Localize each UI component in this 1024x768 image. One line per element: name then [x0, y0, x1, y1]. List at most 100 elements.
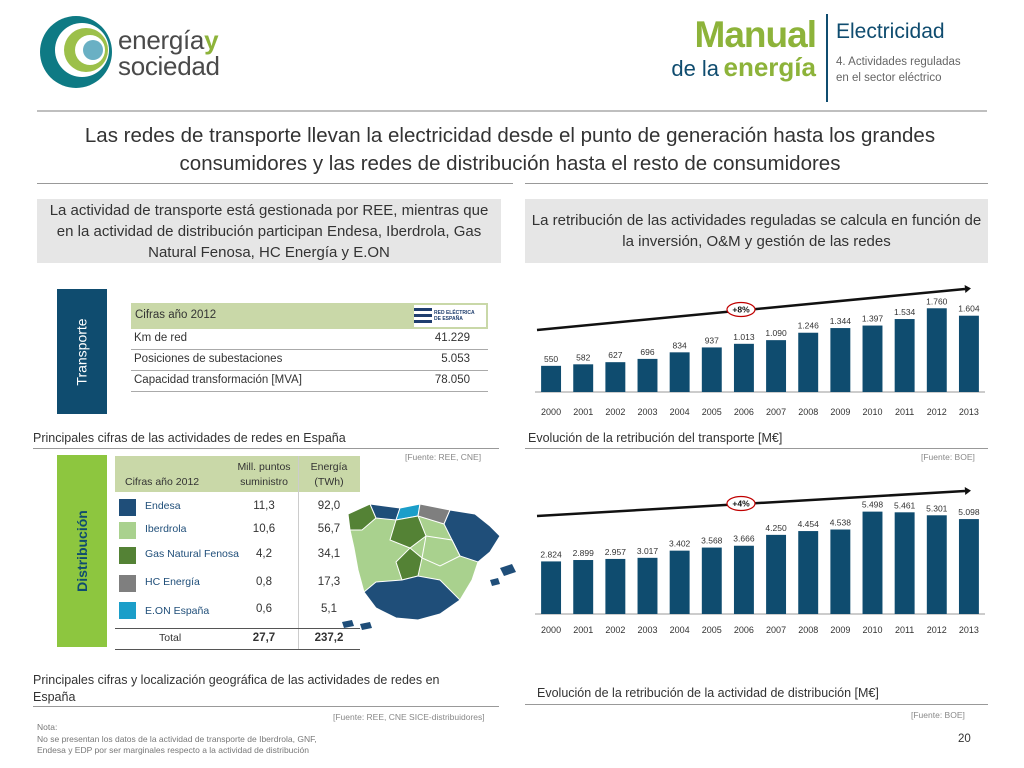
chart-tick-label: 2007	[766, 625, 786, 635]
chart-bar	[541, 561, 562, 614]
transport-row-label: Km de red	[134, 332, 188, 344]
chart-tick-label: 2013	[959, 407, 979, 417]
chart-bar	[894, 319, 915, 392]
distribution-source: [Fuente: REE, CNE SICE-distribuidores]	[333, 712, 485, 722]
manual-energia-word: energía	[723, 52, 817, 82]
distribution-col2-header-a: Energía	[310, 461, 348, 473]
chart-tick-label: 2011	[895, 625, 914, 635]
chart-tick-label: 2003	[637, 625, 657, 635]
chart-tick-label: 2012	[927, 625, 947, 635]
transport-caption-underline	[33, 448, 499, 449]
chart-bar	[766, 534, 787, 614]
growth-label: +8%	[732, 305, 750, 315]
distribution-caption-line1: Principales cifras y localización geográ…	[33, 673, 440, 687]
title-underline-left	[37, 183, 513, 184]
chart-value-label: 5.301	[926, 503, 948, 513]
transport-table: Cifras año 2012 RED ELÉCTRICA DE ESPAÑA …	[131, 303, 488, 392]
chart-value-label: 1.397	[862, 314, 884, 324]
distribution-table: Cifras año 2012 Mill. puntos suministro …	[115, 456, 360, 650]
distributor-name: HC Energía	[145, 576, 200, 588]
chart-tick-label: 2008	[798, 407, 818, 417]
chart-bar	[830, 328, 851, 392]
chart-tick-label: 2000	[541, 407, 561, 417]
chart-tick-label: 2007	[766, 407, 786, 417]
transport-table-row: Km de red 41.229	[131, 329, 488, 350]
footnote-line2: No se presentan los datos de la activida…	[37, 733, 317, 744]
chart-value-label: 1.534	[894, 307, 916, 317]
distributor-points: 4,2	[256, 548, 272, 560]
chart-tick-label: 2010	[862, 407, 882, 417]
chart-tick-label: 2005	[702, 625, 722, 635]
section-title: Electricidad	[836, 20, 945, 43]
chart-bar	[766, 340, 787, 392]
chart-tick-label: 2003	[637, 407, 657, 417]
chart-bar	[798, 332, 819, 392]
chart-value-label: 4.538	[830, 517, 852, 527]
transport-row-value: 78.050	[434, 374, 470, 386]
distribution-row-endesa: Endesa 11,3 92,0	[115, 498, 360, 518]
chart-bar	[958, 519, 979, 614]
remuneration-summary-box: La retribución de las actividades regula…	[525, 199, 988, 263]
transport-chart-title: Evolución de la retribución del transpor…	[528, 431, 783, 445]
transport-table-row: Capacidad transformación [MVA] 78.050	[131, 371, 488, 392]
distribution-chart-title: Evolución de la retribución de la activi…	[537, 686, 879, 700]
distribution-total-row: Total 27,7 237,2	[115, 628, 360, 650]
chart-value-label: 1.344	[830, 316, 852, 326]
chart-tick-label: 2001	[573, 625, 593, 635]
chart-value-label: 3.666	[733, 534, 755, 544]
chart-bar	[541, 365, 562, 392]
chart-value-label: 582	[576, 352, 590, 362]
distribution-col-divider	[298, 456, 299, 650]
chart-tick-label: 2011	[895, 407, 914, 417]
transport-chart-title-underline	[525, 448, 988, 449]
distribution-chart-title-underline	[525, 704, 988, 705]
chart-tick-label: 2008	[798, 625, 818, 635]
spain-map-icon	[342, 503, 516, 630]
manual-energia-logo: Manual de la energía	[671, 16, 820, 86]
growth-badge	[726, 301, 756, 318]
distribution-chart-svg: 2.824 2000 2.899 2001 2.957 2002 3.017 2003 3.40…	[535, 487, 985, 635]
distribution-header-label: Cifras año 2012	[125, 476, 200, 488]
subsection-line1: 4. Actividades reguladas	[836, 56, 961, 68]
remuneration-summary-text: La retribución de las actividades regula…	[531, 212, 982, 250]
growth-badge	[726, 495, 756, 512]
chart-tick-label: 2012	[927, 407, 947, 417]
chart-bar	[605, 558, 626, 614]
distributor-name: E.ON España	[145, 605, 210, 617]
chart-bar	[637, 557, 658, 614]
transport-row-value: 41.229	[434, 332, 470, 344]
ree-logo: RED ELÉCTRICA DE ESPAÑA	[414, 305, 486, 327]
chart-tick-label: 2009	[830, 407, 850, 417]
distribution-row-eon-espana: E.ON España 0,6 5,1	[115, 601, 360, 621]
header-separator	[37, 110, 987, 112]
distribution-chart: 2.824 2000 2.899 2001 2.957 2002 3.017 2003 3.40…	[527, 486, 989, 640]
chart-value-label: 4.250	[765, 523, 787, 533]
chart-bar	[862, 511, 883, 614]
total-energy: 237,2	[314, 632, 344, 644]
total-points: 27,7	[252, 632, 276, 644]
page-number: 20	[958, 733, 971, 745]
distributor-points: 0,6	[256, 603, 272, 615]
transport-caption: Principales cifras de las actividades de…	[33, 431, 346, 445]
chart-value-label: 5.098	[958, 507, 980, 517]
chart-tick-label: 2002	[605, 407, 625, 417]
distribution-col1-header-b: suministro	[240, 476, 288, 488]
distributor-name: Iberdrola	[145, 523, 187, 535]
chart-value-label: 550	[544, 354, 558, 364]
footnote: Nota: No se presentan los datos de la ac…	[37, 722, 317, 757]
ree-logo-icon	[414, 308, 432, 323]
chart-value-label: 2.957	[605, 547, 627, 557]
logo-word-sociedad: sociedad	[118, 51, 220, 81]
hc-energia-swatch	[119, 575, 136, 592]
distributor-energy: 56,7	[317, 523, 341, 535]
chart-value-label: 1.604	[958, 304, 980, 314]
growth-label: +4%	[732, 499, 750, 509]
chart-bar	[605, 362, 626, 392]
chart-tick-label: 2002	[605, 625, 625, 635]
transport-table-row: Posiciones de subestaciones 5.053	[131, 350, 488, 371]
chart-tick-label: 2004	[670, 407, 690, 417]
logo-word-y: y	[204, 25, 219, 55]
chart-value-label: 2.899	[573, 548, 595, 558]
page-title-line2: consumidores y las redes de distribución…	[179, 152, 841, 175]
chart-bar	[733, 545, 754, 614]
